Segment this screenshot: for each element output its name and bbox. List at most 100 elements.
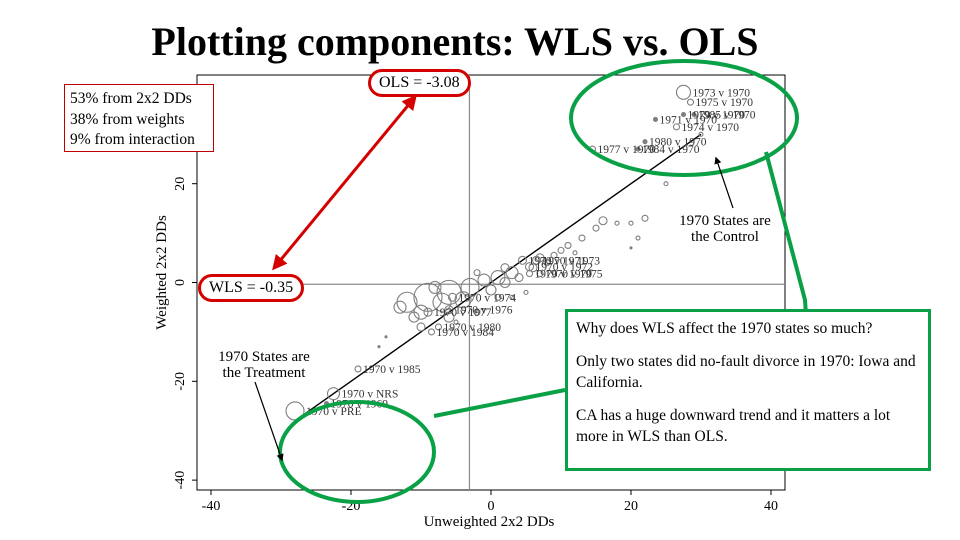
data-point <box>564 241 572 249</box>
data-point <box>635 146 641 152</box>
x-tick-label: 0 <box>488 499 495 514</box>
data-point <box>416 322 426 332</box>
point-label: 1970 v 1972 <box>536 262 594 274</box>
control-arrow <box>714 156 734 209</box>
data-point <box>663 181 669 187</box>
data-point <box>454 291 472 309</box>
ols-wls-double-arrow <box>272 94 417 271</box>
treatment-arrow <box>254 381 284 462</box>
explanation-box: Why does WLS affect the 1970 states so m… <box>565 309 931 471</box>
data-point <box>453 319 459 325</box>
data-point <box>432 292 452 312</box>
point-label: 1970 v 1973 <box>543 255 601 267</box>
data-point <box>428 280 442 294</box>
treatment-highlight-ellipse <box>278 400 436 504</box>
control-callout-line2: the Control <box>691 229 759 245</box>
data-point <box>505 266 519 280</box>
data-point <box>485 284 497 296</box>
point-label: 1984 v 1970 <box>642 144 700 156</box>
control-highlight-ellipse <box>569 59 799 177</box>
data-point <box>675 84 692 100</box>
point-label: 1977 v 1970 <box>598 144 656 156</box>
point-label: 1974 v 1970 <box>682 122 740 134</box>
data-point <box>642 139 648 145</box>
annotations: 1970 States are the Control 1970 States … <box>218 59 808 504</box>
data-point <box>629 246 633 250</box>
data-points <box>285 84 704 422</box>
y-tick-label: 20 <box>173 177 188 191</box>
data-point <box>408 311 420 323</box>
data-point <box>557 246 565 254</box>
point-label: 1970 v 1976 <box>455 305 513 317</box>
data-point <box>528 263 538 273</box>
wls-estimate-badge: WLS = -0.35 <box>198 274 305 302</box>
data-point <box>434 323 443 331</box>
data-point <box>691 111 697 118</box>
data-point <box>517 255 528 265</box>
green-connector-right <box>764 151 808 316</box>
data-point <box>514 273 524 283</box>
data-point <box>550 251 558 259</box>
explanation-fact: Only two states did no-fault divorce in … <box>576 353 916 391</box>
data-point <box>523 289 529 295</box>
data-point <box>354 365 362 373</box>
data-point <box>444 305 454 315</box>
data-point <box>477 273 491 287</box>
data-point <box>500 263 510 273</box>
data-point <box>698 131 704 137</box>
data-point <box>525 270 534 278</box>
point-label: 1970 v 1975 <box>545 269 603 281</box>
x-tick-label: -40 <box>202 499 221 514</box>
point-label: 1979 v 1970 <box>688 110 746 122</box>
point-label: 1970 v 1984 <box>437 327 495 339</box>
data-point <box>423 307 433 317</box>
treatment-callout-line1: 1970 States are <box>218 349 310 365</box>
data-point <box>326 387 341 401</box>
data-point <box>473 269 481 277</box>
data-point <box>384 335 388 339</box>
data-point <box>443 311 455 323</box>
data-point <box>536 270 544 278</box>
control-callout-line1: 1970 States are <box>679 213 771 229</box>
data-point <box>598 216 608 226</box>
data-point <box>543 259 551 267</box>
data-point <box>628 220 634 226</box>
data-point <box>509 294 515 300</box>
data-point <box>680 111 687 118</box>
treatment-callout-line2: the Treatment <box>223 365 307 381</box>
data-point <box>578 234 586 242</box>
y-tick-label: -20 <box>173 372 188 391</box>
data-point <box>377 345 381 349</box>
point-label: 1985 v 1970 <box>698 110 756 122</box>
point-label: 1970 v 1985 <box>363 364 421 376</box>
data-point <box>393 300 407 314</box>
point-label: 1975 v 1970 <box>696 97 754 109</box>
explanation-conclusion: CA has a huge downward trend and it matt… <box>576 407 891 445</box>
point-label: 1973 v 1970 <box>693 87 751 99</box>
data-point <box>614 220 620 226</box>
data-point <box>427 328 436 336</box>
share-weights: 38% from weights <box>70 110 185 128</box>
point-label: 1970 v 1971 <box>529 255 587 267</box>
data-point <box>494 293 502 301</box>
point-label: 1980 v 1970 <box>649 137 707 149</box>
point-label: 1970 v 1970 <box>535 269 593 281</box>
point-label: 1970 v 1974 <box>459 292 517 304</box>
explanation-question: Why does WLS affect the 1970 states so m… <box>576 320 873 337</box>
y-tick-label: 0 <box>173 279 188 286</box>
data-point <box>592 224 600 232</box>
data-point <box>635 235 641 241</box>
data-point <box>531 255 542 265</box>
y-tick-label: -40 <box>173 471 188 490</box>
x-axis-label: Unweighted 2x2 DDs <box>424 514 555 530</box>
share-interaction: 9% from interaction <box>70 131 195 148</box>
data-point <box>572 250 578 256</box>
data-point <box>499 276 511 289</box>
data-point <box>652 116 659 123</box>
decomposition-shares-box: 53% from 2x2 DDs 38% from weights 9% fro… <box>64 84 214 152</box>
x-tick-label: 20 <box>624 499 638 514</box>
data-point <box>473 308 481 316</box>
share-2x2-dds: 53% from 2x2 DDs <box>70 90 192 107</box>
